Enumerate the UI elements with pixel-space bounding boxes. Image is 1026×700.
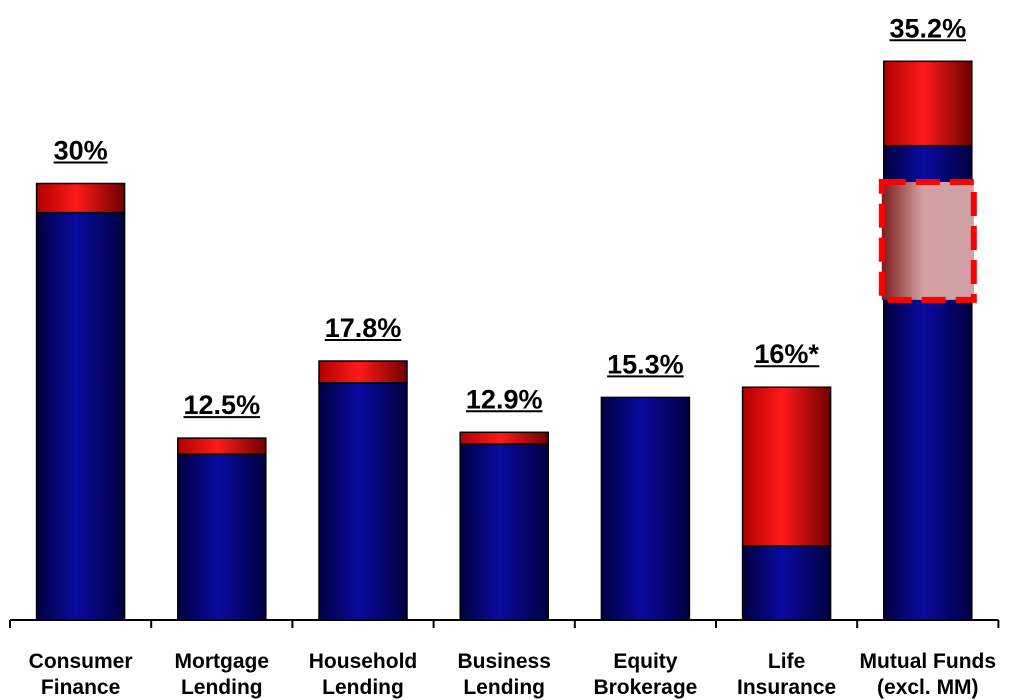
category-label: Brokerage — [593, 676, 697, 699]
category-label: Mortgage — [175, 650, 270, 673]
category-label: (excl. MM) — [877, 676, 979, 699]
category-label: Consumer — [29, 650, 133, 673]
category-label: Insurance — [737, 676, 836, 699]
category-label: Business — [458, 650, 551, 673]
bar-segment — [741, 386, 832, 547]
data-label: 15.3% — [607, 349, 684, 379]
labels-layer: 30% 12.5% 17.8% 12.9% 15.3% 16%* 35.2% — [53, 13, 967, 420]
bar-segment — [318, 360, 408, 384]
bar-segment — [177, 437, 267, 455]
bar-segment — [883, 60, 973, 147]
data-label: 35.2% — [890, 13, 967, 43]
category-label: Lending — [181, 676, 263, 699]
data-label: 12.9% — [466, 384, 543, 414]
x-axis: Consumer Finance Mortgage Lending Household L… — [9, 619, 1000, 699]
category-label: Lending — [463, 676, 545, 699]
category-label: Life — [768, 650, 805, 673]
bar-segment — [318, 382, 408, 621]
bar-segment — [35, 182, 126, 214]
data-label: 12.5% — [184, 390, 261, 420]
data-label: 17.8% — [325, 313, 402, 343]
data-label: 30% — [54, 136, 108, 166]
bar-segment — [459, 443, 549, 621]
category-label: Mutual Funds — [860, 650, 996, 673]
category-label: Finance — [41, 676, 120, 699]
bar-segment — [600, 396, 691, 621]
bar-segment — [459, 431, 549, 445]
data-label: 16%* — [754, 339, 819, 369]
category-label: Lending — [322, 676, 404, 699]
bars-layer — [35, 60, 977, 621]
bar-segment — [177, 453, 267, 621]
bar-segment — [741, 545, 832, 621]
highlight-box — [878, 179, 977, 303]
category-label: Household — [309, 650, 418, 673]
category-label: Equity — [613, 650, 677, 673]
bar-segment — [35, 211, 126, 621]
